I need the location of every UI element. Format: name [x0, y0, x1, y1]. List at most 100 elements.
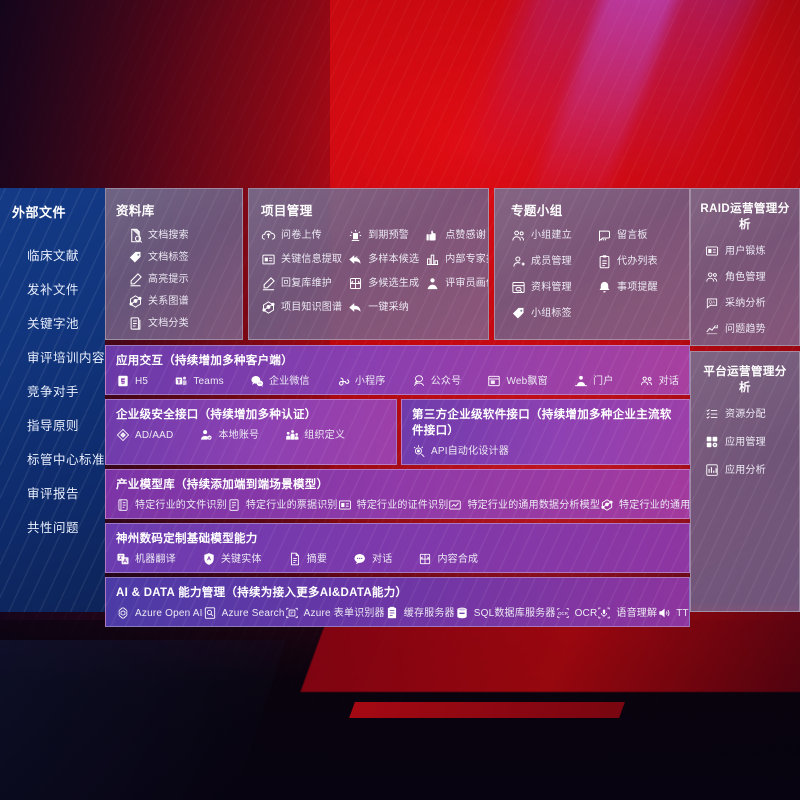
- feature-user-training[interactable]: 用户锻炼: [705, 244, 791, 258]
- feature-label: 特定行业的证件识别: [356, 499, 449, 511]
- feature-expert-ranking[interactable]: 内部专家排名: [425, 252, 488, 267]
- panel-platform-analytics: 平台运营管理分析 资源分配 应用管理 应用分析: [690, 351, 800, 612]
- feature-industry-data-analysis-model[interactable]: 特定行业的通用数据分析模型: [448, 498, 600, 512]
- feature-material-management[interactable]: 资料管理: [511, 280, 591, 295]
- feature-one-click-adopt[interactable]: 一键采纳: [348, 300, 419, 315]
- feature-ocr[interactable]: OCR OCR: [556, 606, 598, 620]
- feature-todo-list[interactable]: 代办列表: [597, 254, 677, 269]
- feature-azure-search[interactable]: Azure Search: [203, 606, 285, 620]
- html5-icon: [116, 374, 130, 388]
- feature-label: 回复库维护: [281, 278, 332, 289]
- feature-label: 关键实体: [220, 553, 262, 565]
- band-industry-model-library: 产业模型库（持续添加端到端场景模型） 特定行业的文件识别 特定行业的票据识别 特…: [105, 469, 690, 519]
- feature-application-management[interactable]: 应用管理: [705, 435, 791, 449]
- feature-label: 评审员画像: [445, 278, 488, 289]
- feature-machine-translation[interactable]: 机器翻译: [116, 552, 176, 566]
- local-account-icon: [199, 428, 213, 442]
- sidebar-item-review-training[interactable]: 审评培训内容: [27, 351, 105, 365]
- feature-label: 本地账号: [218, 429, 260, 441]
- feature-sql-database-server[interactable]: SQL数据库服务器: [455, 606, 556, 620]
- feature-multi-sample-candidates[interactable]: 多样本候选: [348, 252, 419, 267]
- feature-label: 问题趋势: [725, 323, 766, 335]
- background-ribbon-small: [349, 702, 625, 718]
- sidebar-item-common-issues[interactable]: 共性问题: [27, 521, 80, 535]
- feature-highlight[interactable]: 高亮提示: [128, 272, 232, 287]
- feature-message-board[interactable]: 留言板: [597, 228, 677, 243]
- feature-expiry-warning[interactable]: 到期预警: [348, 228, 419, 243]
- feature-item-reminder[interactable]: 事项提醒: [597, 280, 677, 295]
- feature-industry-id-recognition[interactable]: 特定行业的证件识别: [338, 498, 449, 512]
- feature-chat[interactable]: 对话: [353, 552, 392, 566]
- feature-resource-allocation[interactable]: 资源分配: [705, 407, 791, 421]
- feature-issue-trends[interactable]: 问题趋势: [705, 322, 791, 336]
- feature-application-analysis[interactable]: 应用分析: [705, 463, 791, 477]
- feature-label: Teams: [193, 375, 224, 387]
- feature-reply-library[interactable]: 回复库维护: [261, 276, 342, 291]
- feature-group-tag[interactable]: 小组标签: [511, 306, 591, 321]
- feature-label: 项目知识图谱: [281, 302, 343, 313]
- feature-industry-receipt-recognition[interactable]: 特定行业的票据识别: [227, 498, 338, 512]
- feature-speech-understanding[interactable]: 语音理解: [597, 606, 657, 620]
- feature-tts[interactable]: TTS: [657, 606, 689, 620]
- feature-dialog[interactable]: 对话: [640, 374, 679, 388]
- feature-label: 到期预警: [368, 230, 410, 241]
- feature-summary[interactable]: 摘要: [288, 552, 327, 566]
- sidebar-item-competitors[interactable]: 竞争对手: [27, 385, 80, 399]
- sidebar-title: 外部文件: [12, 205, 67, 220]
- sidebar-item-keyword-pool[interactable]: 关键字池: [27, 317, 80, 331]
- pen-edit-icon: [261, 276, 276, 291]
- feature-web-float-window[interactable]: Web飘窗: [487, 374, 548, 388]
- sidebar-item-standards-center[interactable]: 标管中心标准: [27, 453, 105, 467]
- feature-doc-tag[interactable]: 文档标签: [128, 250, 232, 265]
- feature-h5[interactable]: H5: [116, 374, 148, 388]
- band-ai-data-items: Azure Open AI Azure Search Azure 表单识别器 缓…: [116, 606, 689, 620]
- sidebar-item-guidelines[interactable]: 指导原则: [27, 419, 80, 433]
- feature-multi-candidate-generation[interactable]: 多候选生成: [348, 276, 419, 291]
- feature-label: 成员管理: [531, 256, 572, 267]
- feature-cache-server[interactable]: 缓存服务器: [385, 606, 455, 620]
- sidebar-column: 外部文件 临床文献 发补文件 关键字池 审评培训内容 竞争对手 指导原则 标管中…: [0, 188, 105, 612]
- feature-knowledge-graph[interactable]: 关系图谱: [128, 294, 232, 309]
- feature-member-management[interactable]: 成员管理: [511, 254, 591, 269]
- feature-local-account[interactable]: 本地账号: [199, 428, 259, 442]
- ocr-icon: OCR: [556, 606, 570, 620]
- feature-industry-knowledge-graph-model[interactable]: 特定行业的通用知识图谱模型: [600, 498, 689, 512]
- feature-thanks-like[interactable]: 点赞感谢: [425, 228, 488, 243]
- band-base-model-capability: 神州数码定制基础模型能力 机器翻译 关键实体 摘要: [105, 523, 690, 573]
- feature-key-info-extract[interactable]: 关键信息提取: [261, 252, 342, 267]
- feature-role-management[interactable]: 角色管理: [705, 270, 791, 284]
- feature-industry-file-recognition[interactable]: 特定行业的文件识别: [116, 498, 227, 512]
- feature-azure-form-recognizer[interactable]: Azure 表单识别器: [285, 606, 385, 620]
- feature-miniprogram[interactable]: 小程序: [336, 374, 386, 388]
- feature-portal[interactable]: 门户: [574, 374, 613, 388]
- main-column: 资料库 文档搜索 文档标签 高亮提示: [105, 188, 690, 627]
- feature-org-definition[interactable]: 组织定义: [285, 428, 345, 442]
- feature-doc-classify[interactable]: 文档分类: [128, 316, 232, 331]
- sidebar-item-supplement-files[interactable]: 发补文件: [27, 283, 80, 297]
- feature-project-knowledge-graph[interactable]: 项目知识图谱: [261, 300, 342, 315]
- feature-label: 问卷上传: [281, 230, 322, 241]
- band-base-model-items: 机器翻译 关键实体 摘要 对话: [116, 552, 679, 566]
- feature-reviewer-profile[interactable]: 评审员画像: [425, 276, 488, 291]
- feature-label: 企业微信: [268, 375, 310, 387]
- feature-teams[interactable]: Teams: [174, 374, 224, 388]
- sidebar-item-review-report[interactable]: 审评报告: [27, 487, 80, 501]
- feature-official-account[interactable]: 公众号: [412, 374, 462, 388]
- feature-questionnaire-upload[interactable]: 问卷上传: [261, 228, 342, 243]
- feature-content-synthesis[interactable]: 内容合成: [418, 552, 478, 566]
- band-row-interfaces: 企业级安全接口（持续增加多种认证） AD/AAD 本地账号 组织定义: [105, 399, 690, 465]
- feature-key-entity[interactable]: 关键实体: [202, 552, 262, 566]
- feature-api-designer[interactable]: API自动化设计器: [412, 444, 509, 458]
- bbs-board-icon: [597, 228, 612, 243]
- feature-label: Web飘窗: [506, 375, 548, 387]
- band-industry-model-title: 产业模型库（持续添加端到端场景模型）: [116, 479, 329, 491]
- svg-text:QA: QA: [709, 300, 715, 305]
- feature-ad-aad[interactable]: AD/AAD: [116, 428, 173, 442]
- sidebar-item-clinical-literature[interactable]: 临床文献: [27, 249, 80, 263]
- feature-doc-search[interactable]: 文档搜索: [128, 228, 232, 243]
- feature-azure-open-ai[interactable]: Azure Open AI: [116, 606, 203, 620]
- feature-adoption-analysis[interactable]: QA 采纳分析: [705, 296, 791, 310]
- feature-wecom[interactable]: 企业微信: [250, 374, 310, 388]
- feature-group-create[interactable]: 小组建立: [511, 228, 591, 243]
- miniprogram-icon: [336, 374, 350, 388]
